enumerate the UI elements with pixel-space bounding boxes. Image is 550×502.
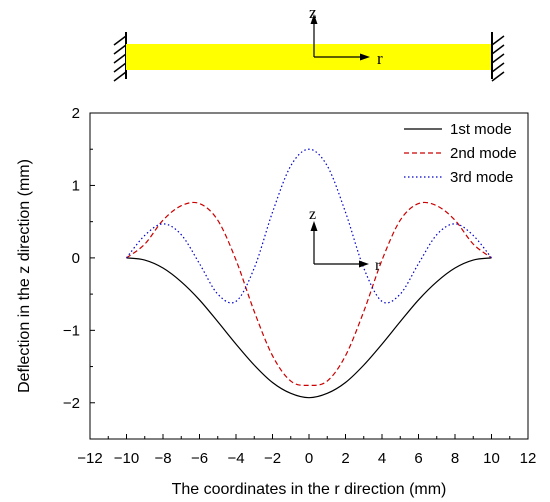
legend-label-2: 2nd mode bbox=[450, 145, 517, 162]
beam-r-arrow bbox=[360, 53, 370, 61]
beam-r-label: r bbox=[377, 49, 383, 68]
left-hatch-line bbox=[113, 35, 127, 46]
legend: 1st mode 2nd mode 3rd mode bbox=[404, 121, 517, 186]
beam-diagram: z r bbox=[113, 3, 505, 82]
inset-z-label: z bbox=[309, 206, 316, 223]
x-tick-label: −6 bbox=[191, 450, 208, 467]
series-line-3 bbox=[126, 148, 492, 304]
left-hatch-line bbox=[113, 53, 127, 64]
x-tick-label: 0 bbox=[305, 450, 313, 467]
y-tick-label: −2 bbox=[63, 395, 80, 412]
right-hatch-line bbox=[491, 62, 505, 73]
y-tick-label: 1 bbox=[72, 177, 80, 194]
left-hatch bbox=[113, 35, 127, 82]
inset-r-label: r bbox=[375, 257, 381, 274]
x-tick-label: 10 bbox=[483, 450, 500, 467]
series-line-1 bbox=[126, 257, 492, 399]
left-hatch-line bbox=[113, 71, 127, 82]
x-tick-label: −10 bbox=[114, 450, 139, 467]
right-hatch-line bbox=[491, 35, 505, 46]
right-hatch-line bbox=[491, 71, 505, 82]
x-tick-label: 2 bbox=[341, 450, 349, 467]
x-ticks: −12 −10 −8 −6 −4 −2 0 2 4 6 8 10 12 bbox=[77, 434, 536, 467]
beam bbox=[126, 44, 492, 70]
inset-z-arrow bbox=[310, 221, 318, 231]
x-tick-label: −2 bbox=[264, 450, 281, 467]
legend-label-3: 3rd mode bbox=[450, 169, 513, 186]
right-hatch-line bbox=[491, 53, 505, 64]
x-tick-label: 4 bbox=[378, 450, 386, 467]
legend-label-1: 1st mode bbox=[450, 121, 512, 138]
x-tick-label: 12 bbox=[520, 450, 537, 467]
x-tick-label: 8 bbox=[451, 450, 459, 467]
y-ticks: −2 −1 0 1 2 bbox=[63, 105, 95, 440]
x-tick-label: −8 bbox=[154, 450, 171, 467]
right-hatch-line bbox=[491, 44, 505, 55]
left-hatch-line bbox=[113, 62, 127, 73]
y-tick-label: 2 bbox=[72, 105, 80, 122]
y-tick-label: 0 bbox=[72, 250, 80, 267]
y-axis-label: Deflection in the z direction (mm) bbox=[16, 159, 33, 393]
series-lines bbox=[126, 148, 492, 399]
x-tick-label: 6 bbox=[414, 450, 422, 467]
inset-axes: z r bbox=[309, 206, 381, 274]
left-hatch-line bbox=[113, 44, 127, 55]
right-hatch bbox=[491, 35, 505, 82]
series-line-2 bbox=[126, 201, 492, 387]
beam-z-label: z bbox=[309, 3, 317, 22]
x-axis-label: The coordinates in the r direction (mm) bbox=[172, 481, 447, 498]
x-tick-label: −12 bbox=[77, 450, 102, 467]
y-tick-label: −1 bbox=[63, 322, 80, 339]
inset-r-arrow bbox=[359, 260, 369, 268]
x-tick-label: −4 bbox=[227, 450, 244, 467]
beam-z-arrow bbox=[310, 14, 318, 24]
